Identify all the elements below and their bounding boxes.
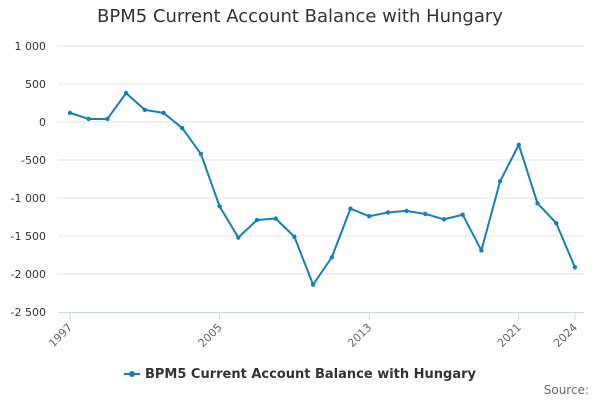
x-tick-label: 2021 — [495, 321, 524, 350]
y-tick-label: -500 — [21, 154, 46, 167]
series-line — [69, 92, 576, 286]
data-point — [497, 179, 503, 184]
data-point — [67, 110, 73, 116]
y-tick-label: 500 — [25, 78, 46, 91]
data-point — [367, 214, 372, 219]
legend-label: BPM5 Current Account Balance with Hungar… — [144, 366, 477, 382]
data-point — [554, 220, 559, 226]
data-point — [404, 208, 409, 214]
grid-lines — [58, 45, 584, 275]
y-tick-label: 0 — [39, 116, 46, 129]
series-group — [67, 90, 578, 287]
legend-line-marker-icon — [123, 371, 140, 377]
data-point — [516, 142, 521, 147]
data-point — [423, 211, 428, 217]
legend-item[interactable]: BPM5 Current Account Balance with Hungar… — [123, 366, 477, 382]
data-point — [572, 264, 578, 270]
data-point — [310, 282, 316, 287]
data-point — [348, 206, 353, 211]
x-tick-label: 2005 — [196, 321, 225, 350]
data-point — [236, 235, 241, 240]
source-credit[interactable]: Source: — [543, 383, 589, 397]
y-tick-label: -2 500 — [11, 306, 46, 319]
x-tick-label: 1997 — [46, 321, 75, 350]
data-point — [105, 116, 110, 122]
y-tick-label: -2 000 — [11, 268, 46, 281]
data-point — [180, 125, 185, 131]
y-tick-label: -1 000 — [11, 192, 46, 205]
x-axis — [58, 312, 584, 320]
x-tick-label: 2024 — [551, 321, 580, 350]
data-point — [535, 201, 540, 206]
y-tick-label: -1 500 — [11, 230, 46, 243]
data-point — [273, 216, 278, 221]
y-tick-label: 1 000 — [15, 40, 47, 53]
data-point — [161, 110, 166, 116]
data-point — [460, 212, 465, 217]
data-point — [142, 107, 147, 113]
data-point — [441, 217, 447, 222]
data-point — [329, 255, 334, 260]
x-tick-label: 2013 — [345, 321, 374, 350]
data-point — [292, 234, 297, 239]
data-point — [385, 210, 391, 215]
data-point — [217, 204, 222, 209]
data-point — [198, 151, 204, 157]
data-point — [479, 248, 484, 253]
data-point — [86, 116, 91, 122]
legend[interactable]: BPM5 Current Account Balance with Hungar… — [0, 364, 600, 382]
chart-title: BPM5 Current Account Balance with Hungar… — [97, 6, 503, 27]
data-point — [254, 217, 260, 223]
x-axis-labels: 1997 2005 2013 2021 2024 — [46, 321, 580, 350]
data-point — [123, 90, 129, 96]
y-axis-labels: 1 000 500 0 -500 -1 000 -1 500 -2 000 -2 500 — [11, 40, 46, 319]
